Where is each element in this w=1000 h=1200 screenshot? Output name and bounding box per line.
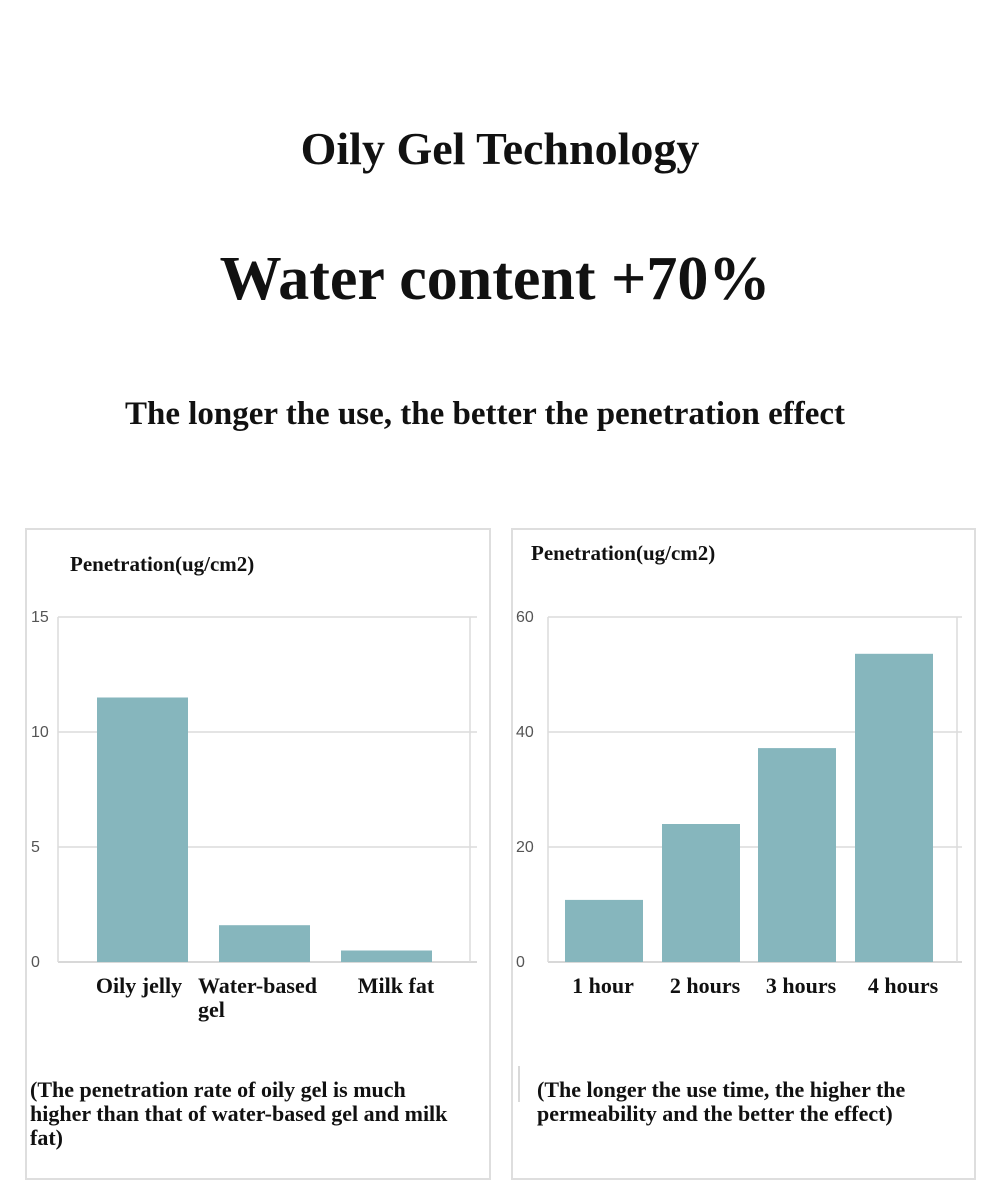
chart2-category-label: 1 hour [572,973,634,998]
page-title: Oily Gel Technology [300,123,700,174]
chart1-category-label: Water-based gel [198,973,317,1022]
chart2-y-tick-label: 40 [516,724,534,741]
chart1-category-label: Oily jelly [96,973,182,998]
chart2-bar [662,824,740,962]
chart2-bar [758,748,836,962]
chart1-y-tick-label: 0 [31,954,40,971]
subtitle: The longer the use, the better the penet… [124,396,846,432]
chart1-y-tick-label: 10 [31,724,49,741]
chart2-caption: (The longer the use time, the higher the… [537,1077,906,1126]
chart1-bar [219,925,310,962]
chart1-bar [97,697,188,962]
chart1-category-label: Milk fat [358,973,435,998]
chart2-category-label: 4 hours [868,973,939,998]
chart1-caption: (The penetration rate of oily gel is muc… [30,1077,448,1150]
chart1-y-tick-label: 15 [31,609,49,626]
divider-mark [518,1066,520,1102]
chart2-category-label: 2 hours [670,973,741,998]
headline: Water content +70% [219,245,771,313]
chart1-y-axis-label: Penetration(ug/cm2) [70,552,255,576]
chart2-y-tick-label: 60 [516,609,534,626]
chart1-bar [341,950,432,962]
chart2-bar [855,653,933,962]
chart2-category-label: 3 hours [766,973,837,998]
chart2-y-axis-label: Penetration(ug/cm2) [531,541,716,565]
chart1-y-tick-label: 5 [31,839,40,856]
chart2-bar [565,899,643,962]
chart2-y-tick-label: 20 [516,839,534,856]
chart2-y-tick-label: 0 [516,954,525,971]
